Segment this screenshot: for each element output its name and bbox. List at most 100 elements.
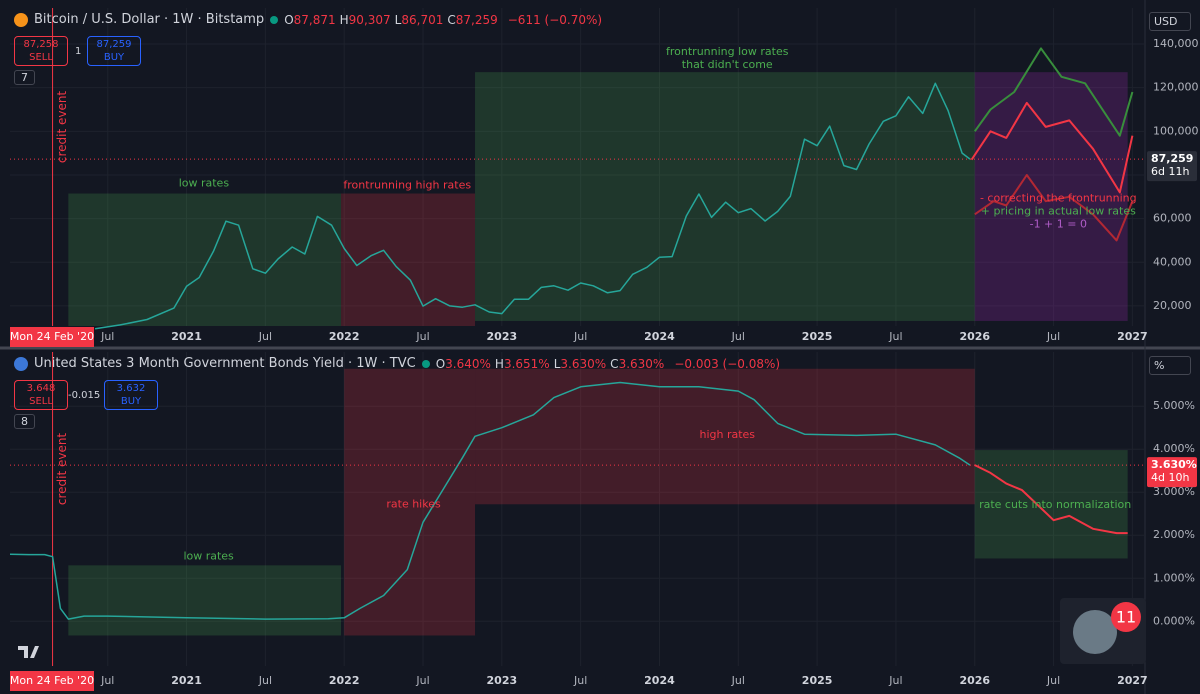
symbol-icon	[14, 12, 28, 27]
y-tick-label: 1.000%	[1153, 571, 1195, 584]
zone-label: rate cuts into normalization	[979, 498, 1131, 511]
ohlc-key: C	[610, 356, 619, 371]
symbol-title: Bitcoin / U.S. Dollar · 1W · Bitstamp	[34, 12, 265, 27]
buy-price: 3.632	[116, 383, 146, 394]
x-tick-label: 2024	[644, 330, 675, 343]
x-tick-label: Jul	[1046, 674, 1060, 687]
sell-button[interactable]: 3.648 SELL	[14, 380, 68, 410]
ohlc-value: 87,871	[293, 12, 336, 27]
x-tick-label: 2027	[1117, 330, 1148, 343]
sell-button[interactable]: 87,258 SELL	[14, 36, 68, 66]
zone	[475, 72, 975, 321]
series-line	[94, 82, 971, 330]
x-tick-label: 2025	[802, 674, 833, 687]
ohlc-value: 86,701	[401, 12, 444, 27]
x-tick-label: Jul	[731, 330, 745, 343]
x-tick-label: Jul	[573, 330, 587, 343]
symbol-icon	[14, 356, 28, 371]
spread: 1	[75, 46, 82, 57]
notification-badge[interactable]	[1111, 602, 1141, 632]
event-label: credit event	[55, 433, 69, 506]
zone-label: - correcting the frontrunning	[980, 192, 1137, 205]
x-tick-label: 2023	[487, 674, 518, 687]
sell-price: 3.648	[26, 383, 56, 394]
date-label-box	[10, 327, 94, 347]
buy-price: 87,259	[96, 39, 132, 50]
zone-label: frontrunning low rates	[666, 45, 789, 58]
unit-button[interactable]: %	[1149, 356, 1191, 375]
x-tick-label: 2021	[171, 330, 202, 343]
logo[interactable]	[18, 646, 39, 658]
ohlc-key: O	[435, 356, 446, 371]
x-tick-label: Jul	[415, 330, 429, 343]
y-tick-label: 100,000	[1153, 124, 1199, 137]
unit-button[interactable]: USD	[1149, 12, 1191, 31]
ohlc-key: L	[394, 12, 402, 27]
ohlc-key: L	[553, 356, 561, 371]
legend-header: Bitcoin / U.S. Dollar · 1W · Bitstamp O87…	[14, 12, 602, 27]
zone-label: low rates	[179, 177, 230, 190]
x-tick-label: Jul	[573, 674, 587, 687]
ohlc-key: C	[447, 12, 456, 27]
series-line	[974, 464, 1128, 535]
ohlc-value: 3.651%	[503, 356, 550, 371]
y-tick-label: 3.000%	[1153, 485, 1195, 498]
x-tick-label: Jul	[888, 330, 902, 343]
x-tick-label: 2026	[959, 674, 990, 687]
buy-label: BUY	[120, 396, 142, 407]
symbol-title: United States 3 Month Government Bonds Y…	[34, 356, 416, 371]
buy-button[interactable]: 87,259 BUY	[87, 36, 141, 66]
event-label: credit event	[55, 91, 69, 164]
last-price-label: 3.630%	[1151, 458, 1197, 471]
zone-label: high rates	[699, 428, 755, 441]
ohlc-value: 3.630%	[560, 356, 607, 371]
x-tick-label: 2025	[802, 330, 833, 343]
date-label: Mon 24 Feb '20	[10, 674, 94, 687]
x-tick-label: 2023	[487, 330, 518, 343]
x-tick-label: 2024	[644, 674, 675, 687]
status-dot	[421, 359, 430, 368]
x-tick-label: Jul	[258, 330, 272, 343]
change: −611 (−0.70%)	[507, 12, 603, 27]
indicators-button[interactable]: 7	[14, 70, 35, 85]
x-tick-label: Jul	[100, 330, 114, 343]
ohlc-value: 3.640%	[445, 356, 491, 371]
ohlc: O3.640% H3.651% L3.630% C3.630%	[436, 357, 669, 371]
y-tick-label: 40,000	[1153, 255, 1192, 268]
zone	[974, 72, 1128, 321]
ohlc-value: 3.630%	[618, 356, 665, 371]
sell-label: SELL	[29, 52, 53, 63]
zone-label: frontrunning high rates	[343, 178, 471, 191]
series-line	[973, 47, 1134, 137]
x-tick-label: Jul	[731, 674, 745, 687]
status-dot	[270, 15, 279, 24]
x-tick-label: Jul	[888, 674, 902, 687]
ohlc-key: O	[284, 12, 294, 27]
zone-label: that didn't come	[682, 58, 773, 71]
x-tick-label: 2027	[1117, 674, 1148, 687]
x-tick-label: 2022	[329, 330, 360, 343]
x-tick-label: Jul	[1046, 330, 1060, 343]
avatar[interactable]	[1073, 610, 1117, 654]
zone	[68, 565, 342, 636]
change: −0.003 (−0.08%)	[674, 356, 781, 371]
y-tick-label: 0.000%	[1153, 614, 1195, 627]
spread: -0.015	[68, 390, 101, 401]
last-price-box	[1147, 457, 1197, 488]
y-tick-label: 2.000%	[1153, 528, 1195, 541]
date-label: Mon 24 Feb '20	[10, 330, 94, 343]
zone-label: low rates	[183, 550, 234, 563]
zone-label: -1 + 1 = 0	[1030, 218, 1087, 231]
indicators-button[interactable]: 8	[14, 414, 35, 429]
ohlc-key: H	[339, 12, 349, 27]
zone	[68, 193, 342, 326]
y-tick-label: 120,000	[1153, 81, 1199, 94]
zone-label: + pricing in actual low rates	[981, 205, 1136, 218]
legend-header: United States 3 Month Government Bonds Y…	[14, 356, 780, 371]
x-tick-label: 2026	[959, 330, 990, 343]
buy-button[interactable]: 3.632 BUY	[104, 380, 158, 410]
zone	[344, 368, 476, 636]
notification-count: 11	[1116, 608, 1136, 627]
y-tick-label: 4.000%	[1153, 442, 1195, 455]
